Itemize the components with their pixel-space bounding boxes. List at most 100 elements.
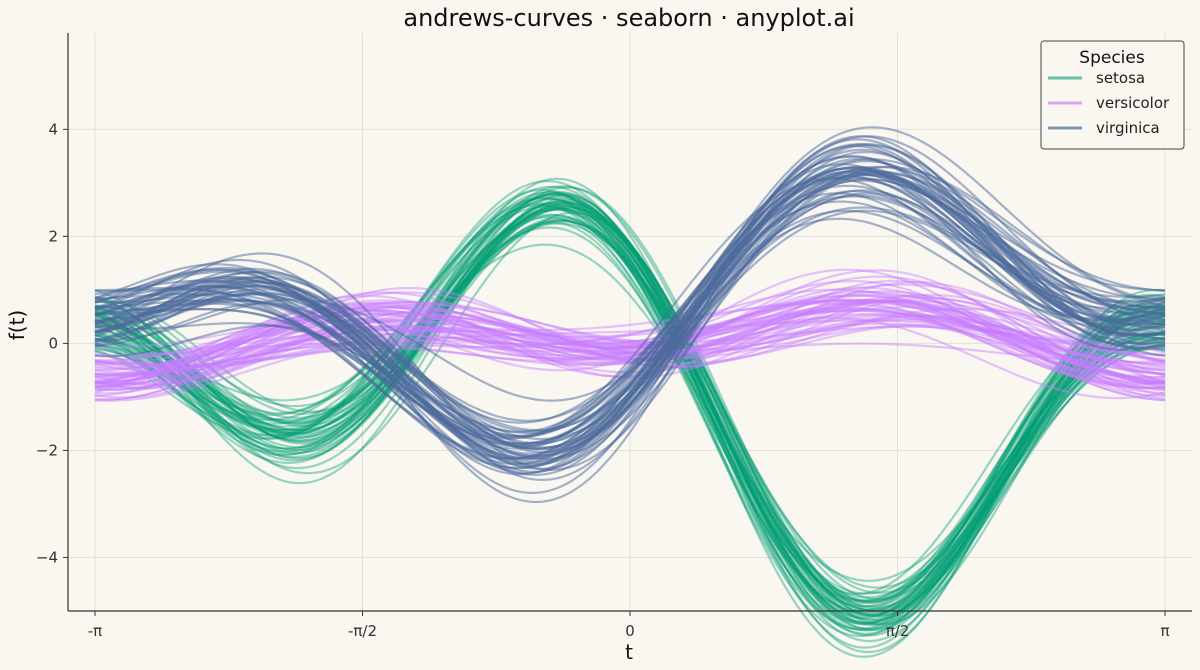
series-virginica — [94, 126, 1166, 504]
curve-setosa — [94, 193, 1166, 654]
curve-versicolor — [94, 309, 1166, 370]
x-tick-label: 0 — [625, 622, 635, 640]
curve-setosa — [94, 202, 1166, 659]
curve-versicolor — [94, 288, 1166, 402]
curve-versicolor — [94, 300, 1166, 372]
curve-versicolor — [94, 298, 1166, 391]
series-setosa — [94, 177, 1166, 659]
curve-versicolor — [94, 298, 1166, 392]
curve-versicolor — [94, 303, 1166, 385]
curve-setosa — [94, 204, 1166, 620]
legend-frame — [1040, 40, 1185, 150]
curve-setosa — [94, 206, 1166, 626]
curve-setosa — [94, 202, 1166, 612]
curve-virginica — [94, 177, 1166, 438]
curve-setosa — [94, 186, 1166, 609]
curve-versicolor — [94, 302, 1166, 376]
x-axis-title: t — [625, 640, 633, 664]
curve-setosa — [94, 220, 1166, 594]
curve-setosa — [94, 219, 1165, 612]
curve-versicolor — [94, 314, 1166, 389]
curve-setosa — [94, 191, 1166, 624]
curve-setosa — [94, 216, 1166, 617]
y-tick-label: 0 — [48, 334, 58, 352]
y-axis-title: f(t) — [5, 310, 29, 341]
curve-setosa — [94, 218, 1166, 615]
curve-versicolor — [94, 286, 1166, 386]
curve-setosa — [94, 226, 1166, 621]
curve-setosa — [94, 204, 1166, 625]
curve-versicolor — [94, 307, 1166, 368]
curve-versicolor — [94, 306, 1166, 389]
y-tick-label: 2 — [48, 227, 58, 245]
curve-setosa — [95, 243, 1166, 582]
curve-versicolor — [94, 294, 1166, 383]
curve-virginica — [94, 173, 1166, 460]
curve-virginica — [94, 179, 1166, 450]
curve-setosa — [94, 208, 1166, 632]
curve-setosa — [94, 185, 1166, 617]
x-tick-label: π/2 — [886, 622, 910, 640]
curve-versicolor — [94, 291, 1166, 383]
curve-setosa — [94, 221, 1166, 631]
curve-setosa — [94, 200, 1166, 613]
curve-versicolor — [94, 295, 1166, 369]
curve-setosa — [94, 205, 1166, 603]
curve-versicolor — [94, 293, 1166, 386]
y-tick-label: −2 — [36, 441, 58, 459]
curve-setosa — [94, 206, 1166, 626]
y-tick-label: −4 — [36, 548, 58, 566]
x-tick-label: -π/2 — [348, 622, 377, 640]
x-tick-label: -π — [88, 622, 102, 640]
legend: Species setosa versicolor virginica — [1040, 40, 1185, 150]
curve-setosa — [94, 198, 1166, 611]
legend-label-setosa: setosa — [1096, 69, 1145, 87]
curve-setosa — [94, 211, 1166, 604]
curve-virginica — [94, 177, 1165, 460]
curve-setosa — [94, 179, 1166, 616]
curve-versicolor — [94, 299, 1166, 366]
curve-versicolor — [94, 299, 1166, 357]
curve-versicolor — [94, 286, 1165, 397]
legend-label-virginica: virginica — [1096, 119, 1160, 137]
curve-versicolor — [94, 290, 1166, 376]
curve-setosa — [94, 200, 1166, 603]
curve-virginica — [94, 171, 1165, 460]
curve-versicolor — [94, 298, 1166, 395]
curve-versicolor — [94, 300, 1166, 378]
curve-setosa — [94, 197, 1166, 595]
curve-setosa — [94, 202, 1165, 618]
curve-setosa — [94, 188, 1166, 638]
curve-setosa — [94, 219, 1166, 626]
curve-versicolor — [94, 275, 1166, 386]
curve-setosa — [94, 196, 1166, 624]
curve-versicolor — [95, 279, 1166, 402]
curve-setosa — [94, 201, 1166, 618]
curve-versicolor — [94, 306, 1166, 365]
curve-setosa — [94, 213, 1166, 599]
curve-setosa — [94, 222, 1166, 589]
curve-setosa — [94, 215, 1166, 615]
curve-versicolor — [94, 299, 1166, 386]
curve-versicolor — [94, 314, 1166, 357]
curve-setosa — [94, 177, 1166, 637]
curve-versicolor — [94, 323, 1166, 374]
curve-versicolor — [94, 301, 1166, 369]
curve-versicolor — [94, 283, 1166, 373]
curve-setosa — [94, 193, 1166, 608]
curve-versicolor — [94, 332, 1166, 363]
legend-label-versicolor: versicolor — [1096, 94, 1170, 112]
curve-setosa — [94, 202, 1166, 596]
axes: -π -π/2 0 π/2 π −4 −2 0 2 4 — [36, 33, 1192, 640]
curve-setosa — [94, 207, 1166, 625]
curve-versicolor — [94, 269, 1166, 401]
chart-title: andrews-curves · seaborn · anyplot.ai — [403, 4, 854, 32]
curve-setosa — [94, 214, 1166, 605]
curve-setosa — [94, 192, 1166, 602]
curve-setosa — [94, 191, 1166, 632]
curve-setosa — [94, 204, 1166, 601]
curve-setosa — [94, 196, 1166, 612]
curve-versicolor — [94, 290, 1166, 399]
curve-versicolor — [94, 294, 1166, 384]
